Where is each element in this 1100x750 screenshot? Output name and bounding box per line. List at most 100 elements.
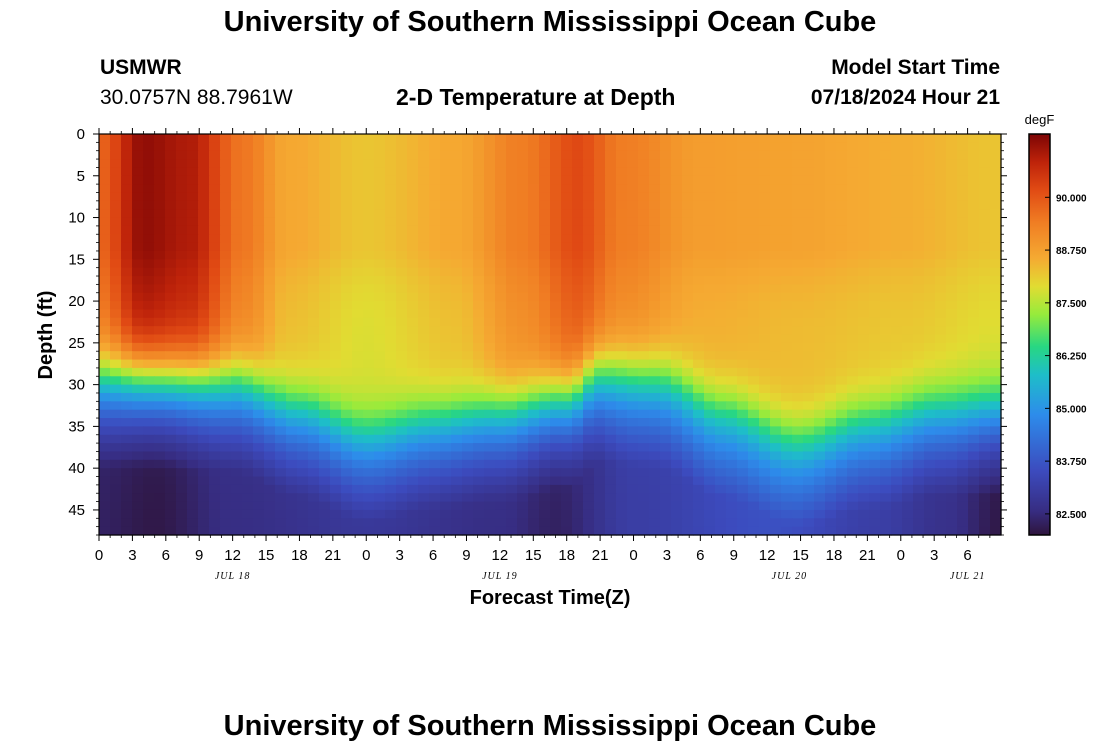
heatmap-cell [924,426,936,436]
heatmap-cell [803,401,815,411]
heatmap-cell [440,309,452,319]
colorbar-tick-label: 88.750 [1056,246,1087,257]
heatmap-cell [495,426,507,436]
heatmap-cell [869,217,881,227]
heatmap-cell [363,451,375,461]
heatmap-cell [759,493,771,503]
heatmap-cell [253,242,265,252]
heatmap-cell [198,401,210,411]
heatmap-cell [704,476,716,486]
heatmap-cell [616,292,628,302]
heatmap-cell [176,384,188,394]
heatmap-cell [286,142,298,152]
heatmap-cell [847,326,859,336]
heatmap-cell [924,250,936,260]
heatmap-cell [869,418,881,427]
heatmap-cell [385,276,397,285]
heatmap-cell [803,434,815,444]
heatmap-cell [858,501,870,511]
heatmap-cell [220,242,232,252]
heatmap-cell [209,309,221,319]
heatmap-cell [231,217,243,227]
heatmap-cell [660,401,672,411]
heatmap-cell [517,418,529,427]
heatmap-cell [385,509,397,519]
heatmap-cell [253,284,265,294]
heatmap-cell [165,150,177,160]
heatmap-cell [154,443,166,453]
heatmap-cell [231,225,243,235]
heatmap-cell [528,142,540,152]
heatmap-cell [957,426,969,436]
heatmap-cell [594,468,606,478]
heatmap-cell [594,401,606,411]
heatmap-cell [836,317,848,327]
heatmap-cell [605,468,617,478]
heatmap-cell [396,234,408,244]
heatmap-cell [836,242,848,252]
heatmap-cell [462,184,474,194]
heatmap-cell [737,167,749,177]
heatmap-cell [825,167,837,177]
heatmap-cell [440,484,452,494]
heatmap-cell [132,259,144,269]
heatmap-cell [451,142,463,152]
heatmap-cell [759,242,771,252]
heatmap-cell [759,392,771,402]
heatmap-cell [891,493,903,503]
heatmap-cell [979,234,991,244]
heatmap-cell [649,518,661,528]
heatmap-cell [539,309,551,319]
y-tick-label: 30 [68,377,85,394]
heatmap-cell [935,292,947,302]
heatmap-cell [792,351,804,361]
heatmap-cell [187,200,199,210]
heatmap-cell [858,217,870,227]
heatmap-cell [550,518,562,528]
heatmap-cell [594,351,606,361]
heatmap-cell [715,351,727,361]
heatmap-cell [836,351,848,361]
heatmap-cell [594,292,606,302]
heatmap-cell [517,175,529,185]
heatmap-cell [616,476,628,486]
heatmap-cell [924,175,936,185]
heatmap-cell [671,159,683,169]
heatmap-cell [649,292,661,302]
heatmap-cell [649,468,661,478]
heatmap-cell [154,292,166,302]
heatmap-cell [660,317,672,327]
heatmap-cell [715,267,727,277]
heatmap-cell [924,292,936,302]
heatmap-cell [429,376,441,386]
heatmap-cell [495,250,507,260]
heatmap-cell [506,426,518,436]
heatmap-cell [363,509,375,519]
heatmap-cell [264,150,276,160]
heatmap-cell [627,276,639,285]
heatmap-cell [814,200,826,210]
heatmap-cell [891,509,903,519]
heatmap-cell [924,501,936,511]
heatmap-cell [429,409,441,419]
heatmap-cell [594,443,606,453]
heatmap-cell [968,209,980,219]
heatmap-cell [660,459,672,469]
heatmap-cell [902,459,914,469]
heatmap-cell [880,376,892,386]
heatmap-cell [99,476,111,486]
heatmap-cell [308,501,320,511]
x-tick-label: 3 [128,547,136,564]
heatmap-cell [275,367,287,377]
heatmap-cell [660,418,672,427]
heatmap-cell [132,217,144,227]
heatmap-cell [242,493,254,503]
heatmap-cell [638,167,650,177]
heatmap-cell [561,501,573,511]
heatmap-cell [583,276,595,285]
heatmap-cell [231,367,243,377]
heatmap-cell [187,217,199,227]
heatmap-cell [660,192,672,202]
heatmap-cell [792,184,804,194]
heatmap-cell [363,426,375,436]
